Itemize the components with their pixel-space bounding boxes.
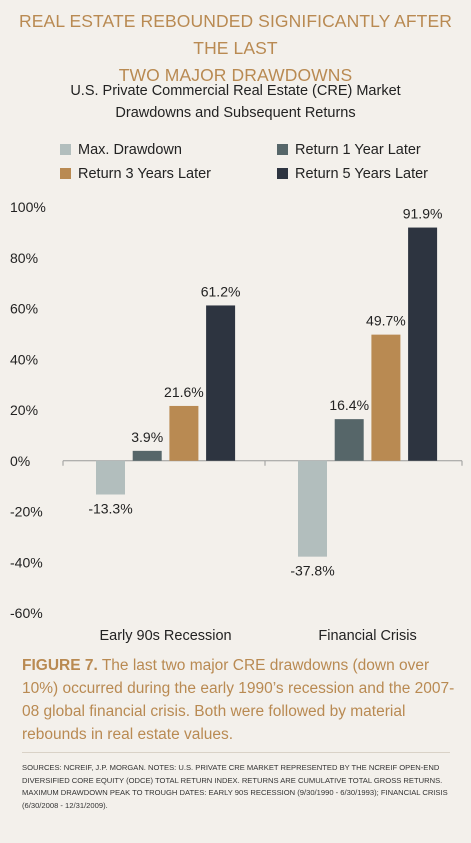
y-tick-label: 80% [10,250,38,266]
y-tick-label: -40% [10,554,43,570]
legend-swatch [60,168,71,179]
category-label: Early 90s Recession [99,628,231,644]
data-label: 61.2% [201,283,241,299]
bar [132,450,162,461]
data-label: 49.7% [366,313,406,329]
chart-title-line-1: U.S. Private Commercial Real Estate (CRE… [70,83,401,99]
data-label: 21.6% [164,384,204,400]
bar [96,460,125,495]
data-label: -37.8% [290,563,334,579]
legend-swatch [60,144,71,155]
y-tick-label: 60% [10,301,38,317]
legend-label: Return 1 Year Later [295,142,421,158]
legend-swatch [277,168,288,179]
data-label: 16.4% [329,397,369,413]
data-label: 3.9% [131,429,163,445]
figure-caption: FIGURE 7. The last two major CRE drawdow… [22,654,457,746]
y-tick-label: -20% [10,504,43,520]
y-tick-label: 40% [10,351,38,367]
category-label: Financial Crisis [318,628,416,644]
y-tick-label: 20% [10,402,38,418]
legend-label: Return 5 Years Later [295,166,428,182]
y-tick-label: -60% [10,605,43,621]
chart-title: U.S. Private Commercial Real Estate (CRE… [0,80,471,124]
bar [206,305,236,461]
bar [408,227,438,461]
sources-note: Sources: NCREIF, J.P. Morgan. Notes: U.S… [22,763,448,810]
divider [22,752,450,753]
y-tick-label: 0% [10,453,30,469]
legend-label: Max. Drawdown [78,142,182,158]
data-label: 91.9% [403,206,443,222]
bar-chart: Max. Drawdown Return 1 Year Later Return 3… [10,142,463,644]
legend-swatch [277,144,288,155]
headline-line-2: TWO MAJOR DRAWDOWNS [118,65,353,85]
bar [169,405,199,461]
figure-caption-text: The last two major CRE drawdowns (down o… [22,657,455,743]
headline: REAL ESTATE REBOUNDED SIGNIFICANTLY AFTE… [0,8,471,89]
figure-label: FIGURE 7. [22,657,98,674]
chart-title-line-2: Drawdowns and Subsequent Returns [115,105,356,121]
legend-label: Return 3 Years Later [78,166,211,182]
bar [298,460,327,557]
bar [371,334,401,461]
data-label: -13.3% [88,500,132,516]
headline-line-1: REAL ESTATE REBOUNDED SIGNIFICANTLY AFTE… [19,11,452,58]
y-tick-label: 100% [10,199,46,215]
bar [334,419,364,461]
